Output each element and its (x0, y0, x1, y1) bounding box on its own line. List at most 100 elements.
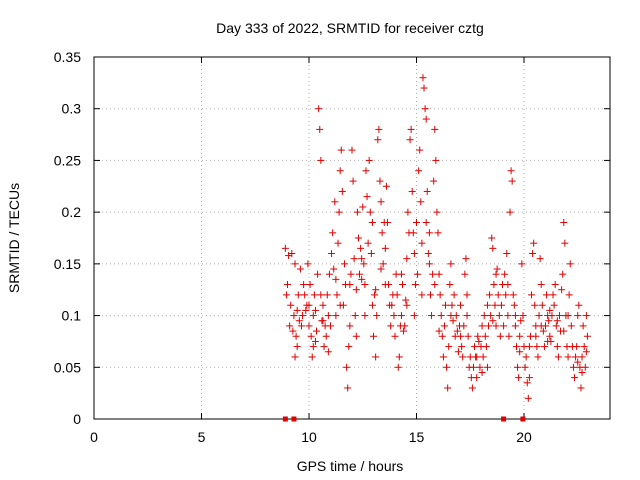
data-point (281, 244, 289, 252)
data-point (319, 317, 327, 325)
data-point (511, 312, 519, 320)
data-point (519, 312, 527, 320)
data-point (378, 229, 386, 237)
data-point (360, 260, 368, 268)
data-point (294, 291, 302, 299)
data-point (518, 260, 526, 268)
data-point (426, 291, 434, 299)
data-point (457, 301, 465, 309)
data-point (579, 322, 587, 330)
data-point (323, 291, 331, 299)
data-point (374, 136, 382, 144)
data-point (558, 286, 566, 294)
data-point (545, 317, 553, 325)
data-point (313, 327, 321, 335)
data-point (478, 322, 486, 330)
data-point (319, 301, 327, 309)
data-point (503, 250, 511, 258)
data-point (361, 281, 369, 289)
data-point (475, 337, 483, 345)
data-point (435, 327, 443, 335)
data-point (492, 322, 500, 330)
data-point (361, 312, 369, 320)
data-point (314, 270, 322, 278)
data-point (299, 312, 307, 320)
y-tick-label: 0.15 (54, 256, 81, 272)
data-point (358, 275, 366, 283)
data-point (480, 312, 488, 320)
data-point (387, 322, 395, 330)
data-point (580, 343, 588, 351)
data-point (567, 322, 575, 330)
data-point (305, 322, 313, 330)
data-point (290, 312, 298, 320)
data-point (462, 255, 470, 263)
data-point (532, 332, 540, 340)
data-point (539, 327, 547, 335)
data-point (336, 301, 344, 309)
data-point (492, 270, 500, 278)
data-point (390, 312, 398, 320)
data-point (348, 146, 356, 154)
data-point (414, 270, 422, 278)
y-tick-label: 0.25 (54, 152, 81, 168)
data-point (560, 327, 568, 335)
data-point (483, 301, 491, 309)
data-point (311, 337, 319, 345)
data-point (351, 312, 359, 320)
data-point (583, 332, 591, 340)
data-point (575, 301, 583, 309)
data-point (531, 301, 539, 309)
data-point (494, 291, 502, 299)
data-point (554, 353, 562, 361)
data-point (379, 260, 387, 268)
data-point (362, 167, 370, 175)
data-point (525, 374, 533, 382)
data-point (546, 306, 554, 314)
data-point (395, 353, 403, 361)
data-point (375, 125, 383, 133)
data-point (350, 255, 358, 263)
data-point (440, 322, 448, 330)
data-point (300, 281, 308, 289)
data-point (368, 301, 376, 309)
data-point (430, 177, 438, 185)
data-point (284, 281, 291, 289)
data-point (337, 146, 345, 154)
data-point (431, 125, 439, 133)
data-point (501, 270, 509, 278)
data-point (502, 291, 510, 299)
data-point (432, 156, 440, 164)
data-point (444, 384, 452, 392)
data-point (528, 291, 536, 299)
data-point (393, 291, 401, 299)
data-point (431, 281, 439, 289)
data-point (463, 312, 471, 320)
data-point (357, 244, 365, 252)
data-point (317, 156, 325, 164)
data-point (447, 260, 455, 268)
data-point (287, 301, 295, 309)
data-point (574, 312, 582, 320)
data-point (400, 327, 408, 335)
data-points (281, 74, 591, 402)
data-point (419, 74, 427, 82)
data-point (404, 208, 412, 216)
data-point (332, 312, 340, 320)
data-point (497, 301, 505, 309)
data-point (372, 353, 380, 361)
data-point (508, 177, 516, 185)
data-point (296, 265, 304, 273)
data-point (422, 115, 430, 123)
data-point (488, 234, 496, 242)
data-point (490, 281, 498, 289)
data-point (359, 203, 367, 211)
data-point (496, 332, 504, 340)
data-point (578, 353, 586, 361)
data-point (459, 353, 467, 361)
data-point (473, 353, 481, 361)
data-point (416, 146, 424, 154)
data-point (524, 394, 532, 402)
data-point (333, 291, 341, 299)
data-point (385, 281, 393, 289)
